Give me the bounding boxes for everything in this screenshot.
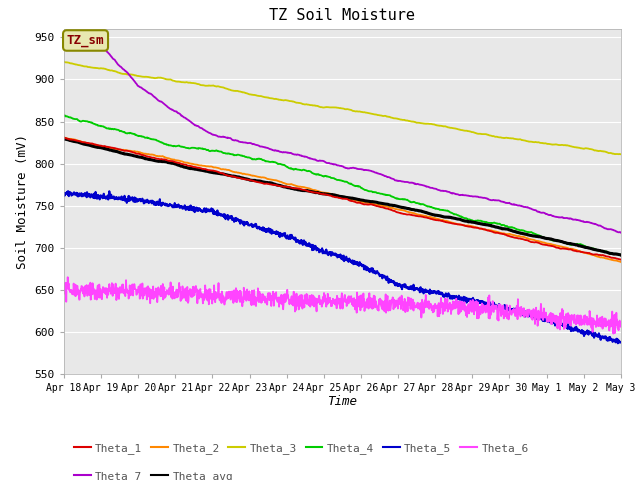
- Theta_7: [61, 34, 69, 40]
- Theta_2: [103, 144, 111, 150]
- Theta_4: [104, 126, 111, 132]
- Y-axis label: Soil Moisture (mV): Soil Moisture (mV): [16, 134, 29, 269]
- Theta_6: [297, 299, 305, 305]
- Theta_3: [103, 67, 111, 72]
- Theta_2: [126, 148, 134, 154]
- Theta_2: [617, 259, 625, 265]
- Legend: Theta_7, Theta_avg: Theta_7, Theta_avg: [70, 467, 237, 480]
- Theta_5: [617, 339, 625, 345]
- Theta_6: [609, 331, 617, 336]
- Theta_1: [617, 257, 625, 263]
- Theta_avg: [617, 252, 625, 258]
- Theta_5: [103, 194, 111, 200]
- Theta_6: [308, 302, 316, 308]
- Theta_6: [318, 299, 326, 304]
- Theta_2: [60, 135, 68, 141]
- Theta_4: [616, 252, 624, 258]
- Theta_7: [378, 171, 385, 177]
- Theta_3: [308, 102, 316, 108]
- X-axis label: Time: Time: [328, 395, 357, 408]
- Theta_4: [378, 191, 385, 197]
- Theta_6: [64, 275, 72, 280]
- Theta_5: [614, 340, 621, 346]
- Theta_7: [308, 156, 316, 162]
- Theta_avg: [297, 187, 305, 193]
- Theta_5: [126, 197, 134, 203]
- Theta_2: [318, 190, 326, 195]
- Theta_2: [296, 184, 304, 190]
- Theta_3: [126, 72, 134, 77]
- Theta_3: [617, 151, 625, 157]
- Theta_7: [126, 73, 134, 79]
- Line: Theta_6: Theta_6: [64, 277, 621, 334]
- Theta_4: [297, 167, 305, 173]
- Line: Theta_2: Theta_2: [64, 138, 621, 262]
- Theta_6: [60, 280, 68, 286]
- Theta_4: [126, 130, 134, 136]
- Line: Theta_avg: Theta_avg: [64, 139, 621, 255]
- Theta_5: [318, 245, 326, 251]
- Theta_1: [126, 148, 134, 154]
- Line: Theta_7: Theta_7: [64, 37, 621, 233]
- Theta_avg: [126, 152, 134, 158]
- Theta_7: [617, 230, 625, 236]
- Theta_3: [318, 104, 326, 110]
- Theta_7: [318, 158, 326, 164]
- Theta_5: [378, 273, 385, 279]
- Theta_5: [106, 188, 113, 194]
- Line: Theta_1: Theta_1: [64, 138, 621, 260]
- Line: Theta_4: Theta_4: [64, 115, 621, 255]
- Theta_3: [60, 59, 68, 64]
- Theta_avg: [308, 189, 316, 194]
- Theta_4: [60, 113, 68, 119]
- Theta_1: [60, 135, 68, 141]
- Theta_7: [60, 35, 68, 40]
- Theta_4: [617, 252, 625, 258]
- Theta_avg: [60, 136, 68, 142]
- Theta_2: [308, 187, 316, 192]
- Theta_4: [318, 173, 326, 179]
- Theta_avg: [61, 136, 68, 142]
- Theta_6: [378, 297, 385, 303]
- Theta_1: [377, 204, 385, 210]
- Line: Theta_3: Theta_3: [64, 61, 621, 154]
- Theta_5: [308, 247, 316, 253]
- Theta_4: [308, 170, 316, 176]
- Theta_1: [308, 189, 316, 195]
- Text: TZ_sm: TZ_sm: [67, 34, 104, 47]
- Theta_5: [60, 192, 68, 198]
- Theta_1: [103, 144, 111, 150]
- Theta_7: [297, 153, 305, 158]
- Theta_avg: [104, 146, 111, 152]
- Theta_3: [377, 112, 385, 118]
- Theta_3: [296, 100, 304, 106]
- Theta_6: [104, 287, 111, 292]
- Theta_1: [296, 186, 304, 192]
- Title: TZ Soil Moisture: TZ Soil Moisture: [269, 9, 415, 24]
- Theta_1: [318, 191, 326, 197]
- Theta_6: [126, 292, 134, 298]
- Line: Theta_5: Theta_5: [64, 191, 621, 343]
- Theta_avg: [378, 201, 385, 206]
- Theta_2: [377, 203, 385, 208]
- Theta_7: [104, 49, 111, 55]
- Theta_4: [61, 112, 68, 118]
- Theta_avg: [318, 191, 326, 197]
- Theta_5: [297, 239, 305, 245]
- Theta_6: [617, 319, 625, 325]
